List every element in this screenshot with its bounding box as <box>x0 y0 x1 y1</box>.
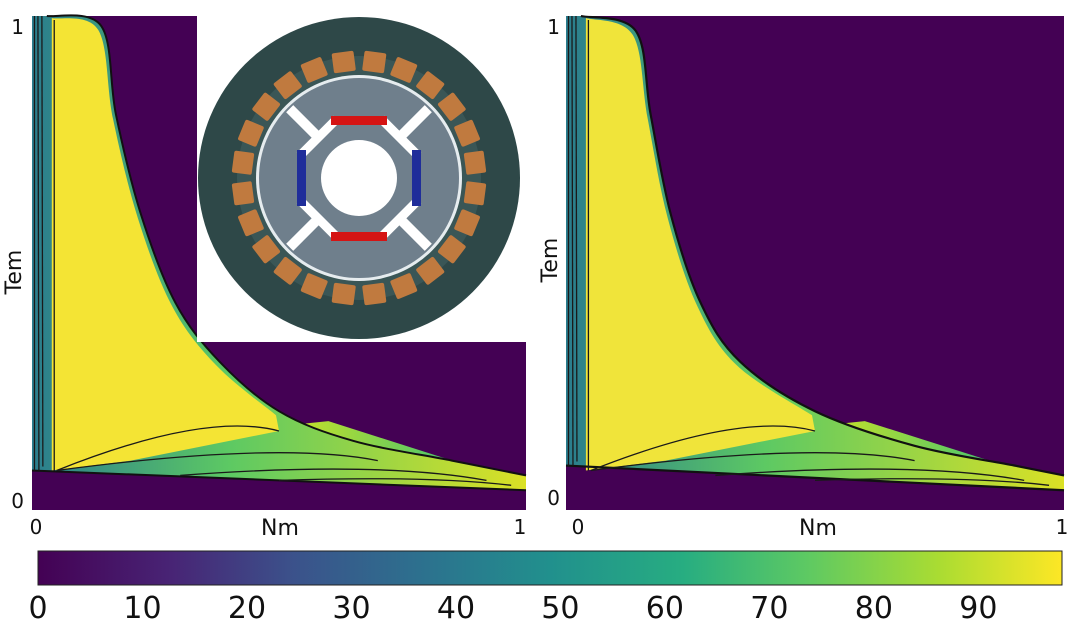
stator-slot-coil <box>416 71 445 100</box>
colorbar-tick-label: 30 <box>332 591 370 626</box>
colorbar-tick-labels: 0 10 20 30 40 50 60 70 80 90 <box>28 591 997 626</box>
flux-barrier <box>286 105 340 159</box>
stator-slot-coil <box>273 256 302 285</box>
left-contour-line <box>41 15 44 467</box>
stator-slot-coil <box>238 209 264 237</box>
left-y-tick-1: 1 <box>11 15 24 39</box>
left-x-tick-1: 1 <box>514 515 527 539</box>
left-heatmap-panel: 1 0 0 1 Nm Tem <box>2 14 529 541</box>
flux-barrier <box>286 197 340 251</box>
left-contour-line <box>56 452 378 472</box>
left-high-efficiency-region <box>51 18 280 471</box>
right-contour-line <box>575 15 578 462</box>
right-contour-line <box>814 478 1050 486</box>
right-axes: 1 0 0 1 Nm Tem <box>538 15 1068 541</box>
stator-slot-coil <box>231 150 255 175</box>
stator-slot-coil <box>454 209 480 237</box>
colorbar-gradient <box>37 550 1063 586</box>
right-contour-lines <box>567 15 1050 486</box>
right-y-tick-0: 0 <box>547 486 560 510</box>
stator-slot-coil <box>273 71 302 100</box>
colorbar-tick-label: 50 <box>541 591 579 626</box>
stator-slot-coil <box>463 150 487 175</box>
rotor-flux-barriers <box>286 105 432 251</box>
stator-slot-coil <box>331 282 356 306</box>
colorbar-tick-label: 80 <box>855 591 893 626</box>
stator-slot-coil <box>416 256 445 285</box>
stator-slot-coil <box>252 235 281 264</box>
right-contour-line <box>590 452 915 472</box>
colorbar-tick-label: 90 <box>959 591 997 626</box>
left-y-axis-label: Tem <box>2 250 27 296</box>
stator-slot-coil <box>390 57 418 83</box>
stator-slot-coil <box>362 282 387 306</box>
stator-slots <box>231 50 487 306</box>
right-heatmap-panel: 1 0 0 1 Nm Tem <box>538 14 1068 541</box>
left-contour-line <box>180 468 487 481</box>
right-high-efficiency-region <box>585 18 815 471</box>
flux-barrier <box>378 197 432 251</box>
left-contour-lines <box>33 15 512 486</box>
colorbar: 0 10 20 30 40 50 60 70 80 90 <box>28 550 1063 626</box>
stator-slot-coil <box>300 57 328 83</box>
shaft <box>321 140 397 216</box>
left-x-axis-label: Nm <box>261 516 299 541</box>
left-contour-line <box>56 425 280 472</box>
colorbar-tick-label: 10 <box>123 591 161 626</box>
right-x-tick-0: 0 <box>572 515 585 539</box>
stator-slot-coil <box>331 50 356 74</box>
stator-slot-coil <box>463 181 487 206</box>
magnet-bottom <box>331 232 387 241</box>
stator-slot-coil <box>300 273 328 299</box>
flux-barrier <box>378 105 432 159</box>
magnet-top <box>331 116 387 125</box>
left-contour-line <box>37 15 40 471</box>
left-x-tick-0: 0 <box>30 515 43 539</box>
stator-slot-coil <box>362 50 387 74</box>
colorbar-tick-label: 20 <box>228 591 266 626</box>
stator-slot-coil <box>437 92 466 121</box>
left-axes: 1 0 0 1 Nm Tem <box>2 15 526 541</box>
colorbar-tick-label: 40 <box>437 591 475 626</box>
colorbar-tick-label: 60 <box>646 591 684 626</box>
right-contour-line <box>715 468 1025 481</box>
magnet-right <box>412 150 421 206</box>
right-region-outline <box>565 14 1065 492</box>
right-x-axis-label: Nm <box>799 516 837 541</box>
right-y-tick-1: 1 <box>547 15 560 39</box>
right-x-tick-1: 1 <box>1056 515 1069 539</box>
stator-slot-coil <box>231 181 255 206</box>
right-y-axis-label: Tem <box>538 238 563 284</box>
stator-slot-coil <box>238 119 264 147</box>
left-y-tick-0: 0 <box>11 489 24 513</box>
stator-slot-coil <box>454 119 480 147</box>
right-contour-line <box>571 15 574 466</box>
left-contour-line <box>278 478 512 486</box>
right-contour-line <box>590 425 816 472</box>
colorbar-tick-label: 0 <box>28 591 47 626</box>
stator-slot-coil <box>252 92 281 121</box>
magnet-left <box>297 150 306 206</box>
motor-cross-section-inset <box>198 17 520 339</box>
stator-slot-coil <box>437 235 466 264</box>
colorbar-tick-label: 70 <box>750 591 788 626</box>
stator-slot-coil <box>390 273 418 299</box>
